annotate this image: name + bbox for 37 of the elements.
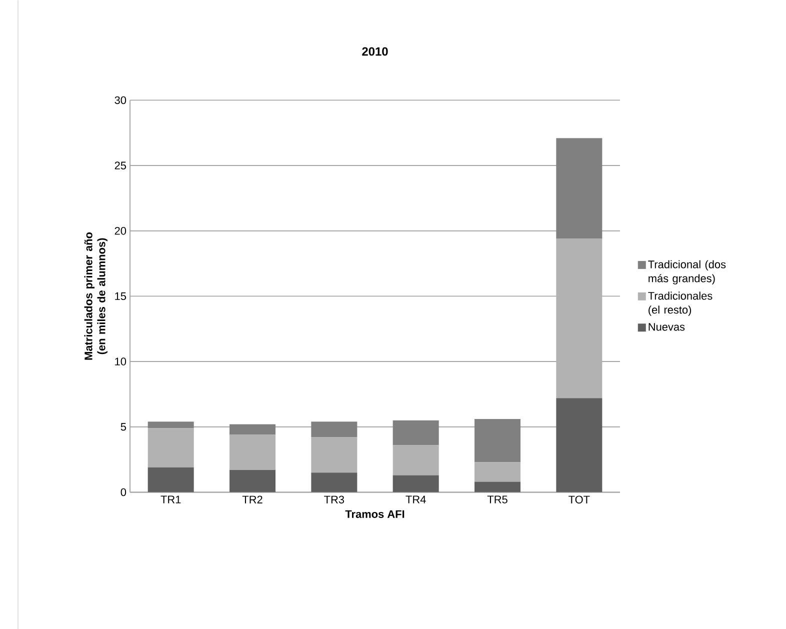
y-tick-label: 15 (115, 292, 126, 300)
x-tick-label: TR5 (487, 496, 508, 504)
legend-label: Tradicionales (el resto) (648, 291, 712, 316)
bar (311, 437, 358, 472)
y-axis-title: Matriculados primer año (en miles de alumnos) (84, 232, 108, 360)
bar (230, 434, 276, 470)
chart-title: 2010 (362, 47, 388, 56)
y-tick-label: 30 (114, 96, 126, 104)
bar (556, 238, 602, 398)
bar (148, 421, 194, 428)
bar (392, 444, 439, 476)
legend-label: Tradicional (dos más grandes) (648, 260, 726, 284)
bar (474, 462, 521, 482)
y-tick-label: 20 (114, 226, 126, 235)
bar (230, 470, 276, 492)
bar (311, 472, 358, 492)
x-tick-label: TOT (568, 496, 590, 504)
bar (148, 467, 194, 492)
x-axis-title: Tramos AFI (345, 510, 404, 518)
bar (230, 424, 276, 435)
y-tick-label: 5 (120, 422, 126, 430)
bar (474, 418, 521, 462)
legend-label: Nuevas (648, 322, 685, 331)
bar (392, 475, 439, 492)
bar (474, 482, 521, 492)
y-tick-label: 0 (120, 488, 126, 496)
y-tick-label: 25 (114, 161, 126, 170)
bar (148, 428, 194, 468)
bar (392, 420, 439, 445)
x-tick-label: TR3 (324, 496, 344, 504)
bar (311, 421, 358, 438)
y-tick-label: 10 (115, 357, 126, 366)
x-tick-label: TR1 (160, 496, 181, 504)
bar (556, 398, 602, 492)
x-tick-label: TR2 (242, 496, 262, 504)
bar (556, 138, 602, 239)
x-tick-label: TR4 (406, 496, 426, 504)
